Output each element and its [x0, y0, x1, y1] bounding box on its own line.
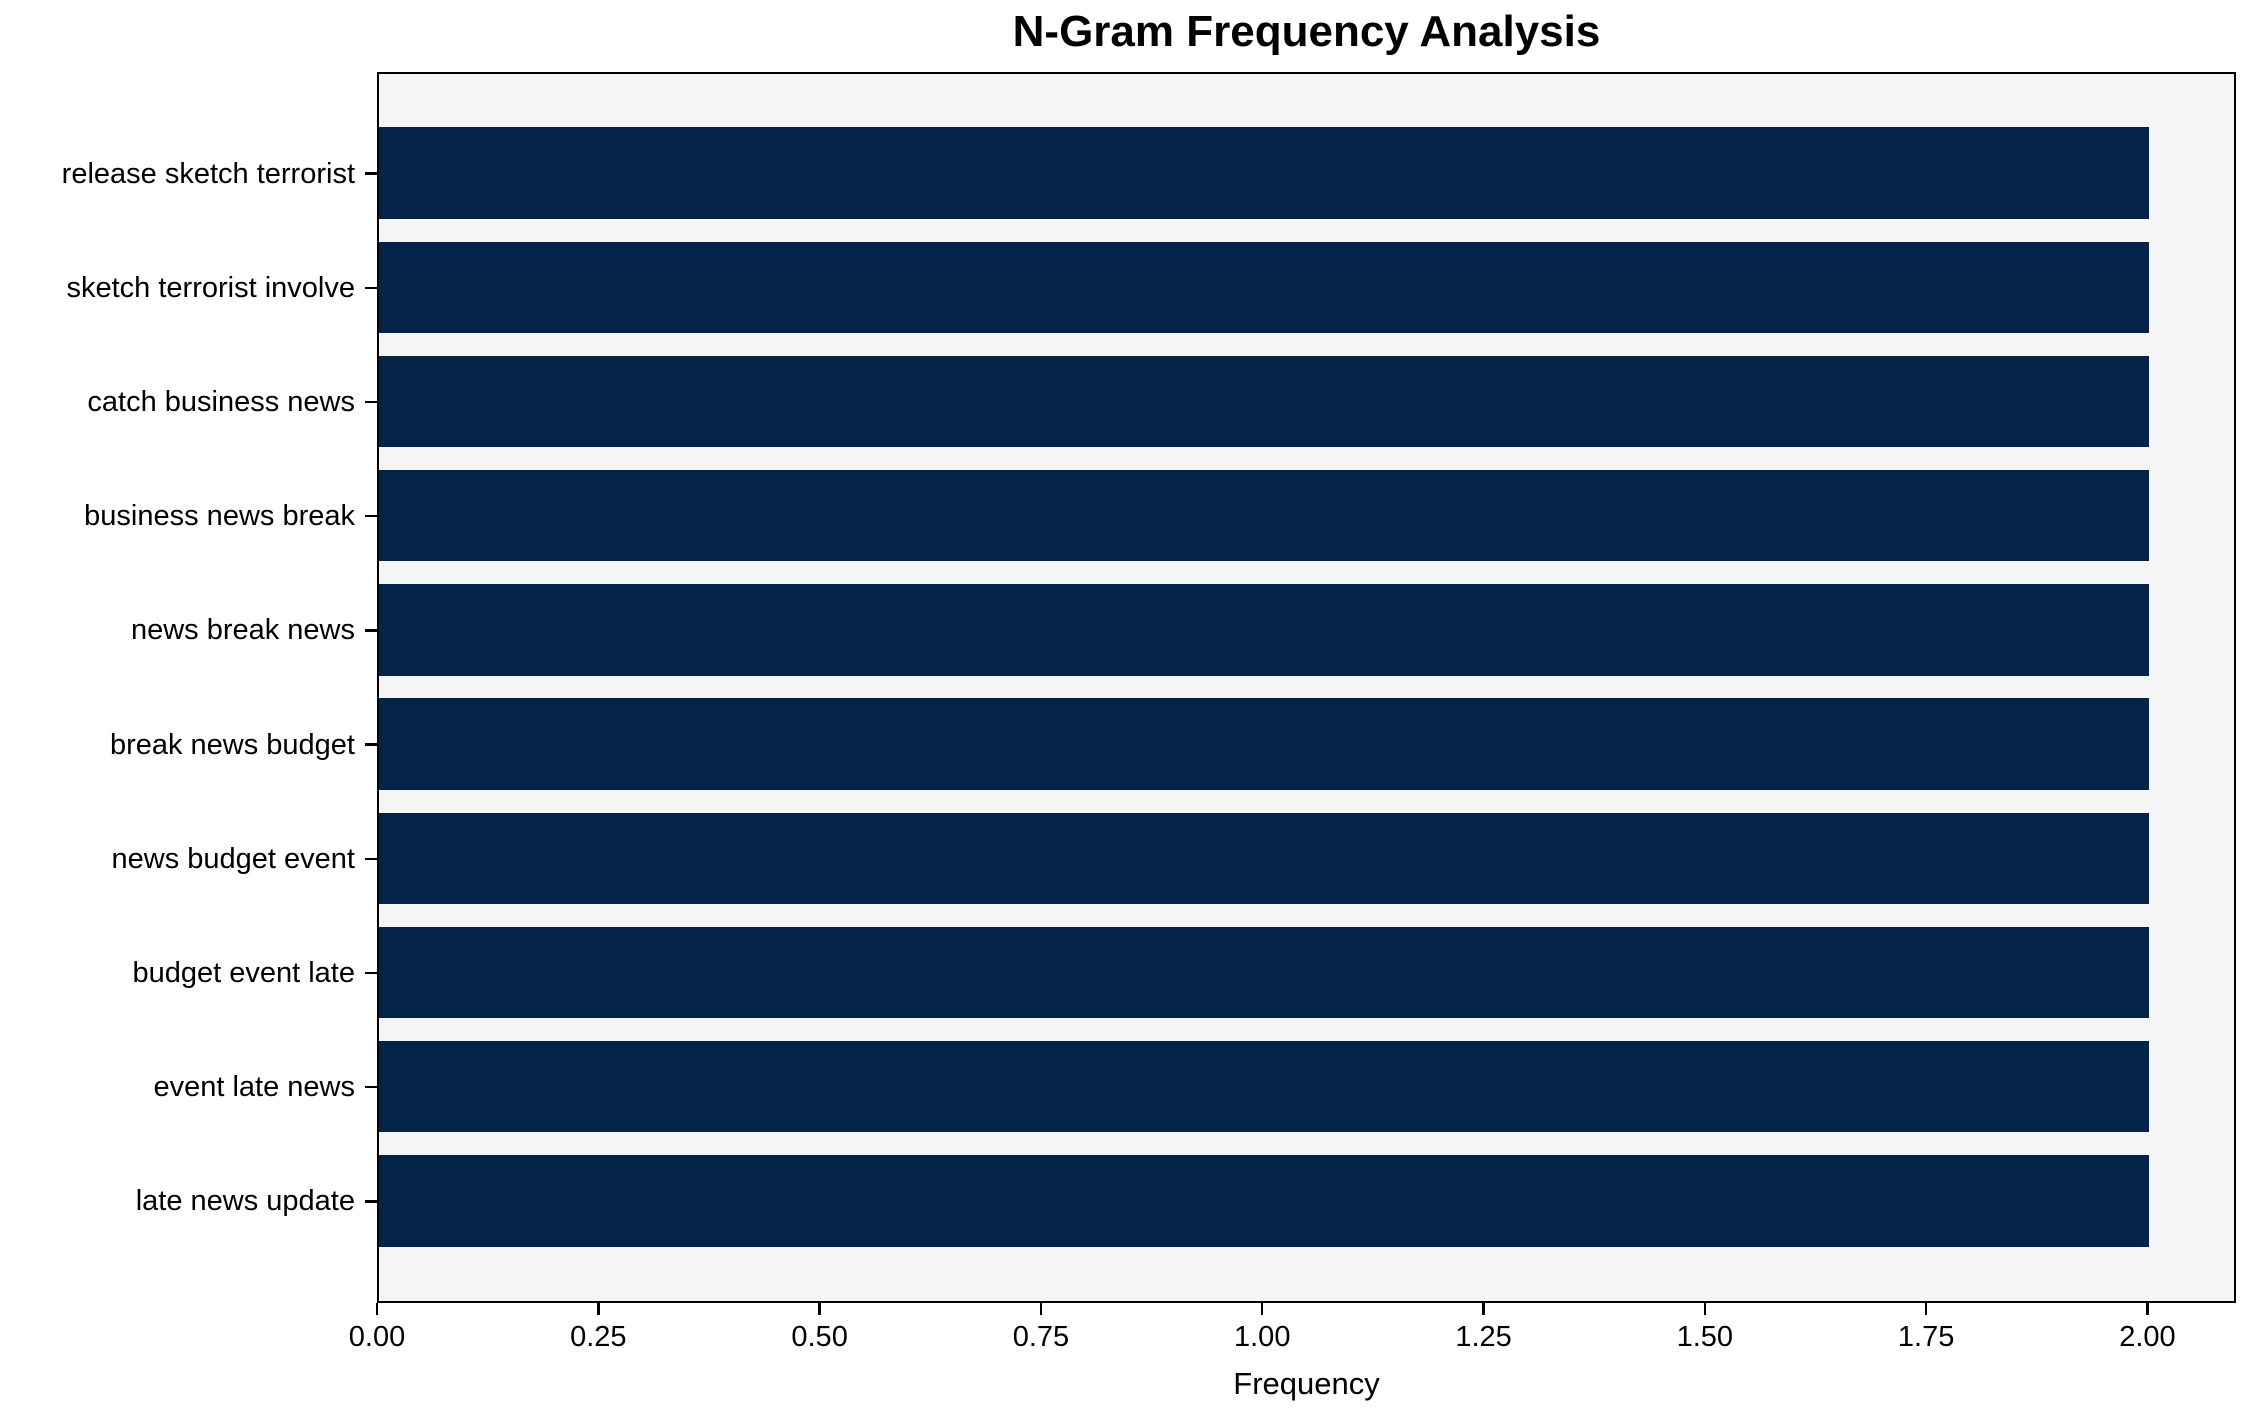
x-tick-mark — [1924, 1303, 1928, 1315]
x-axis-label: Frequency — [1233, 1366, 1380, 1401]
x-tick-label: 0.75 — [1012, 1321, 1070, 1353]
x-tick-label: 1.00 — [1234, 1321, 1291, 1353]
y-tick-label: news break news — [130, 614, 355, 647]
bar — [379, 127, 2150, 219]
y-tick-mark — [365, 514, 377, 518]
y-tick-mark — [365, 857, 377, 861]
y-tick-mark — [365, 743, 377, 746]
x-tick-mark — [1039, 1303, 1043, 1315]
x-tick-label: 1.25 — [1455, 1321, 1512, 1353]
bar — [379, 1155, 2150, 1247]
y-tick-label: catch business news — [87, 386, 355, 419]
y-tick-label: sketch terrorist involve — [66, 271, 356, 304]
bar — [379, 1040, 2150, 1133]
x-tick-label: 1.50 — [1676, 1321, 1734, 1353]
bar — [379, 926, 2150, 1019]
x-tick-mark — [375, 1303, 379, 1315]
bar — [379, 812, 2150, 904]
y-tick-mark — [365, 1200, 377, 1203]
y-tick-label: budget event late — [132, 956, 355, 989]
y-tick-label: event late news — [153, 1071, 355, 1104]
bar — [379, 241, 2150, 333]
bar — [379, 698, 2150, 790]
x-tick-label: 1.75 — [1897, 1321, 1955, 1353]
y-tick-mark — [365, 629, 377, 632]
x-tick-mark — [597, 1303, 600, 1315]
chart-title: N-Gram Frequency Analysis — [1012, 7, 1601, 56]
y-tick-label: business news break — [84, 500, 355, 533]
x-tick-label: 0.25 — [570, 1321, 627, 1353]
x-tick-label: 0.00 — [348, 1321, 406, 1353]
y-tick-label: news budget event — [111, 842, 355, 875]
y-tick-mark — [365, 172, 377, 175]
x-tick-mark — [1482, 1303, 1485, 1315]
x-tick-mark — [1703, 1303, 1707, 1315]
y-tick-label: break news budget — [109, 728, 355, 761]
x-tick-label: 0.50 — [791, 1321, 848, 1353]
x-tick-mark — [2146, 1303, 2149, 1315]
x-tick-label: 2.00 — [2119, 1321, 2176, 1353]
bar — [379, 355, 2150, 448]
plot-area — [377, 72, 2236, 1303]
bar — [379, 584, 2150, 676]
y-tick-mark — [365, 1085, 377, 1089]
x-tick-mark — [818, 1303, 821, 1315]
y-tick-mark — [365, 971, 377, 975]
y-tick-mark — [365, 400, 377, 404]
y-tick-mark — [365, 286, 377, 290]
y-tick-label: release sketch terrorist — [61, 157, 355, 190]
bar — [379, 470, 2150, 562]
x-tick-mark — [1260, 1303, 1264, 1315]
y-tick-label: late news update — [135, 1185, 355, 1218]
